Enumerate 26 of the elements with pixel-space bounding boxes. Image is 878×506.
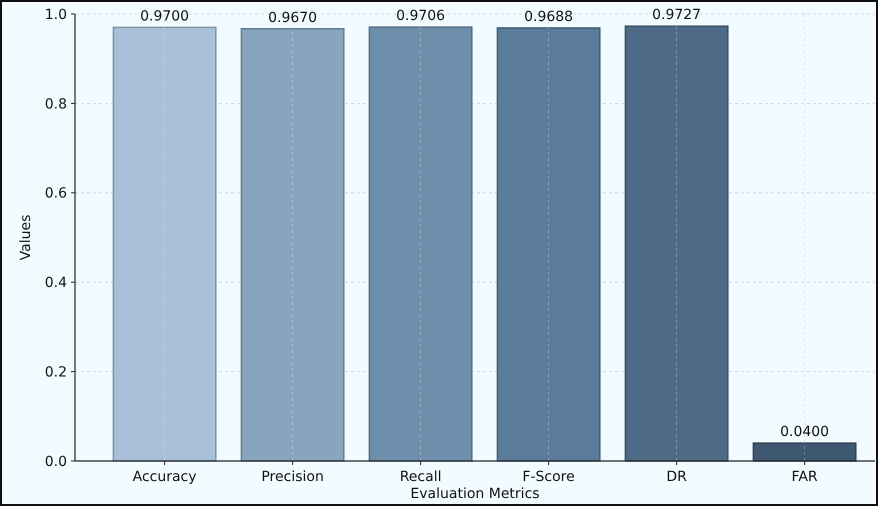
x-tick-label: DR	[666, 469, 688, 485]
x-axis-title: Evaluation Metrics	[410, 486, 540, 502]
bar	[368, 26, 473, 462]
bar	[624, 25, 729, 462]
y-tick-label: 0.8	[44, 96, 67, 112]
y-tick-label: 0.4	[44, 275, 68, 292]
data-label: 0.0400	[780, 424, 830, 440]
bar	[496, 27, 601, 462]
x-tick-label: Precision	[261, 469, 324, 485]
x-tick-label: FAR	[792, 469, 818, 485]
data-label: 0.9727	[652, 7, 702, 24]
y-tick-label: 0.6	[44, 186, 68, 202]
x-tick-label: Accuracy	[132, 469, 197, 485]
bar	[240, 28, 345, 462]
x-tick-label: F-Score	[522, 469, 575, 485]
x-tick-label: Recall	[400, 469, 442, 485]
data-label: 0.9700	[140, 8, 190, 24]
bar	[752, 442, 857, 462]
data-label: 0.9706	[396, 8, 446, 24]
y-tick-label: 0.2	[44, 364, 67, 380]
data-label: 0.9670	[268, 10, 318, 26]
y-axis-title: Values	[18, 214, 34, 260]
bar	[112, 26, 217, 462]
data-label: 0.9688	[524, 8, 574, 25]
y-tick-label: 0.0	[44, 454, 67, 470]
y-tick-label: 1.0	[44, 6, 67, 23]
